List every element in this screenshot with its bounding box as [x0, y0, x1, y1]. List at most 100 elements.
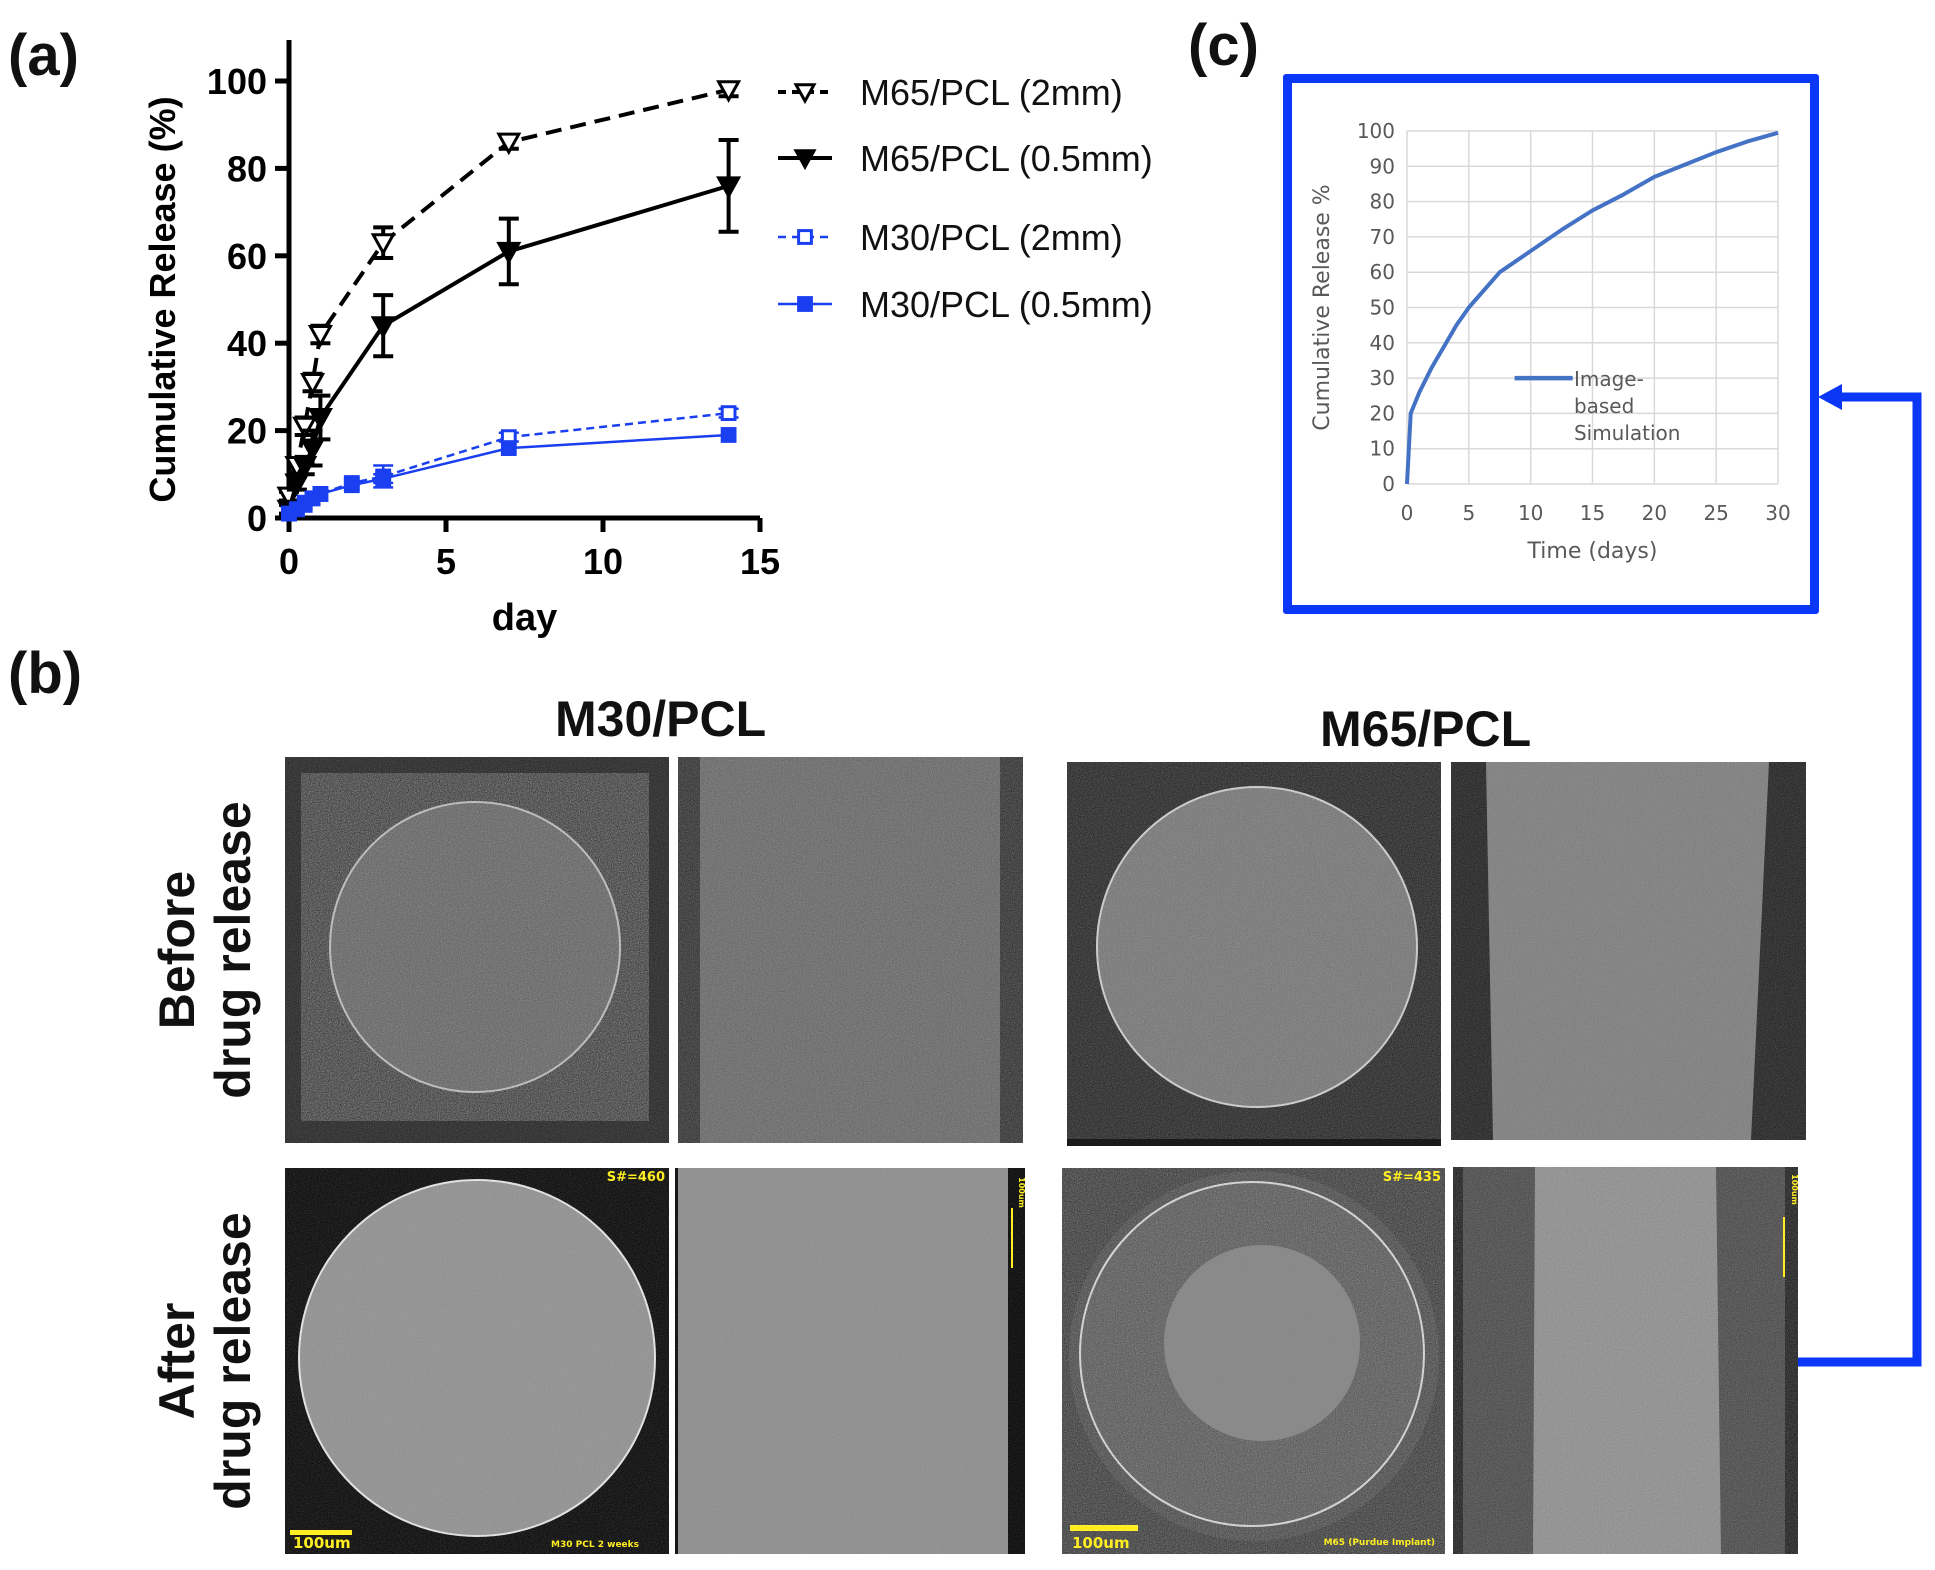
connector-line [1798, 392, 1922, 1367]
y-tick-label: 90 [1370, 154, 1395, 178]
x-tick-label: 10 [1518, 501, 1543, 525]
y-tick-label: 0 [247, 498, 267, 539]
image-m65-after-longitudinal: 100um [1453, 1167, 1798, 1554]
y-tick-label: 80 [227, 148, 267, 189]
x-tick-label: 0 [279, 541, 299, 582]
y-tick-label: 50 [1370, 296, 1395, 320]
y-tick-label: 10 [1370, 437, 1395, 461]
data-point-marker [312, 486, 329, 502]
panel-label-b: (b) [8, 641, 83, 706]
x-tick-label: 15 [740, 541, 780, 582]
legend-symbols [778, 83, 832, 312]
x-tick-label: 25 [1703, 501, 1728, 525]
data-point-marker [307, 324, 333, 348]
x-axis-label: Time (days) [1527, 539, 1658, 564]
scale-bar [290, 1530, 352, 1535]
series-2 [281, 405, 739, 522]
image-m30-before-cross-section [285, 757, 669, 1143]
legend-label: Image- [1574, 367, 1644, 391]
x-tick-label: 20 [1642, 501, 1667, 525]
data-point-marker [343, 477, 360, 494]
simulation-line [1405, 130, 1779, 485]
y-tick-label: 100 [1357, 119, 1395, 143]
x-tick-label: 5 [436, 541, 456, 582]
row-label-after: After drug release [145, 1168, 265, 1554]
connector-arrow [1798, 384, 1922, 1367]
data-point-marker [500, 440, 517, 456]
y-tick-label: 100 [207, 61, 267, 102]
scale-bar-label: 100um [1072, 1534, 1130, 1552]
y-axis-label: Cumulative Release (%) [142, 96, 183, 502]
slice-number: S#=460 [606, 1170, 665, 1185]
data-point-marker [793, 83, 817, 105]
image-m30-after-longitudinal: 100um [675, 1168, 1025, 1554]
x-tick-label: 5 [1462, 501, 1475, 525]
row-label-before-line1: Before [149, 870, 205, 1030]
data-point-marker [307, 407, 333, 431]
y-tick-label: 30 [1370, 366, 1395, 390]
data-point-marker [300, 373, 326, 396]
x-tick-label: 15 [1580, 501, 1605, 525]
image-m65-before-longitudinal [1451, 762, 1806, 1140]
data-point-marker [720, 427, 737, 443]
x-tick-label: 0 [1401, 501, 1414, 525]
image-m65-before-cross-section [1067, 762, 1441, 1146]
data-point-marker [370, 233, 396, 256]
image-m30-before-longitudinal [678, 757, 1023, 1143]
row-label-after-line1: After [149, 1302, 205, 1420]
row-label-after-line2: drug release [205, 1212, 261, 1510]
image-caption: M30 PCL 2 weeks [551, 1540, 639, 1550]
image-m30-after-cross-section: S#=460 100um M30 PCL 2 weeks [285, 1168, 669, 1554]
data-point-marker [370, 316, 396, 339]
y-tick-label: 70 [1370, 225, 1395, 249]
data-point-marker [496, 241, 522, 265]
legend-item-m65-05mm: M65/PCL (0.5mm) [860, 138, 1153, 179]
data-point-marker [716, 176, 742, 199]
y-tick-label: 80 [1370, 190, 1395, 214]
data-point-marker [716, 80, 742, 103]
x-axis-label: day [492, 597, 557, 639]
data-point-marker [375, 470, 392, 487]
scale-bar [1070, 1525, 1138, 1531]
panel-label-c: (c) [1188, 13, 1259, 78]
y-tick-label: 60 [227, 236, 267, 277]
data-point-marker [720, 405, 737, 422]
data-point-marker [292, 416, 318, 440]
legend-item-m65-2mm: M65/PCL (2mm) [860, 72, 1123, 113]
y-tick-label: 60 [1370, 260, 1395, 284]
series-1 [276, 137, 742, 523]
legend-label: based [1574, 394, 1634, 418]
data-point-marker [797, 229, 813, 245]
side-scale-label: 100um [1017, 1177, 1025, 1208]
row-label-before-line2: drug release [205, 801, 261, 1099]
chart-a: 0 5 10 15 0 20 40 60 80 100 day Cumulative Release … [142, 40, 780, 639]
y-tick-label: 20 [227, 411, 267, 452]
chart-a-legend: M65/PCL (2mm) M65/PCL (0.5mm) M30/PCL (2… [770, 66, 1230, 346]
y-tick-label: 0 [1382, 472, 1395, 496]
row-label-before: Before drug release [145, 757, 265, 1143]
legend-item-m30-2mm: M30/PCL (2mm) [860, 217, 1123, 258]
image-caption: M65 (Purdue Implant) [1323, 1538, 1435, 1548]
series-line [288, 411, 729, 515]
legend-label: Simulation [1574, 421, 1681, 445]
y-tick-label: 40 [227, 323, 267, 364]
y-axis-label: Cumulative Release % [1310, 184, 1335, 430]
y-tick-label: 40 [1370, 331, 1395, 355]
panel-label-a: (a) [8, 23, 79, 88]
data-point-marker [793, 149, 817, 171]
slice-number: S#=435 [1382, 1170, 1441, 1185]
side-scale-label: 100um [1790, 1174, 1798, 1205]
chart-c: 0 10 20 30 40 50 60 70 80 90 100 0 5 10 15 20 25 30 Time (… [1310, 119, 1791, 564]
x-tick-label: 30 [1765, 501, 1790, 525]
arrow-head-icon [1818, 384, 1842, 410]
series-3 [281, 427, 737, 522]
data-point-marker [496, 132, 522, 156]
panel-c-frame [1283, 74, 1819, 614]
scale-bar-label: 100um [293, 1534, 351, 1552]
column-title-m65: M65/PCL [1320, 701, 1532, 757]
y-tick-label: 20 [1370, 401, 1395, 425]
image-m65-after-cross-section: S#=435 100um M65 (Purdue Implant) [1062, 1168, 1445, 1554]
legend-item-m30-05mm: M30/PCL (0.5mm) [860, 284, 1153, 325]
column-title-m30: M30/PCL [555, 691, 767, 747]
data-point-marker [797, 296, 813, 312]
